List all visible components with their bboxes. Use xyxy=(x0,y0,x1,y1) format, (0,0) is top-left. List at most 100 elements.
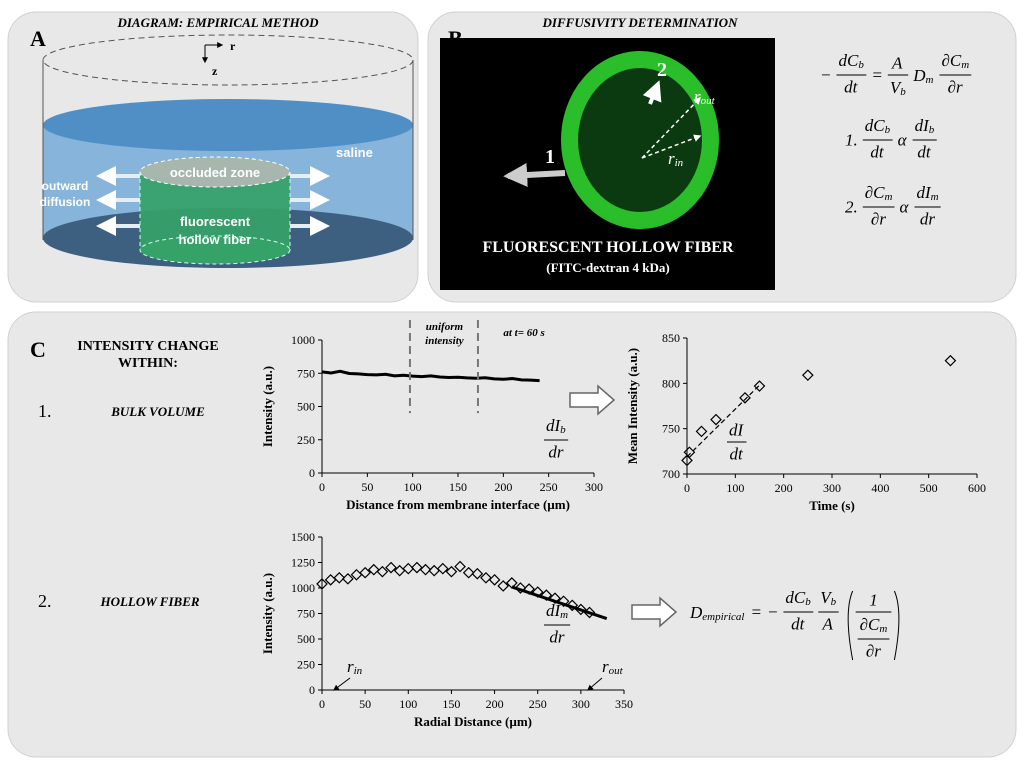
y-tick-label: 0 xyxy=(309,466,315,480)
data-point xyxy=(540,589,553,601)
y-tick-label: 750 xyxy=(662,422,680,436)
x-tick-label: 300 xyxy=(585,480,603,494)
math: dt xyxy=(844,78,859,97)
heading: WITHIN: xyxy=(118,356,178,371)
math-term: ∂Cm xyxy=(941,51,969,72)
data-point xyxy=(695,425,708,438)
x-axis-title: Distance from membrane interface (µm) xyxy=(346,497,570,512)
data-point xyxy=(710,413,722,426)
math-text: − xyxy=(820,66,831,85)
data-point xyxy=(557,595,570,608)
x-tick-label: 0 xyxy=(684,481,690,495)
y-tick-label: 800 xyxy=(662,376,680,390)
panel-letter: A xyxy=(30,26,46,51)
item-number: 1. xyxy=(38,401,52,421)
math: rin xyxy=(347,657,363,678)
math-term: dCb xyxy=(865,116,891,137)
x-tick-label: 250 xyxy=(529,697,547,711)
item-label: BULK VOLUME xyxy=(110,404,205,419)
math-text: 2. xyxy=(845,198,858,217)
y-tick-label: 850 xyxy=(662,331,680,345)
math: ∂Cm ∂r xyxy=(857,615,890,661)
math: dIm xyxy=(917,183,939,204)
x-tick-label: 200 xyxy=(494,480,512,494)
math-term: ∂Cm xyxy=(865,183,893,204)
math: AVb xyxy=(887,54,909,99)
math: ∂r xyxy=(871,210,886,229)
math: dt xyxy=(791,615,806,634)
math: dCb xyxy=(838,51,864,72)
panel-title: DIAGRAM: EMPIRICAL METHOD xyxy=(116,15,319,30)
math: ∂Cm xyxy=(865,183,893,204)
math: Vb xyxy=(890,78,906,99)
x-tick-label: 500 xyxy=(920,481,938,495)
heading: INTENSITY CHANGE xyxy=(77,339,218,354)
axis-label: z xyxy=(212,64,218,78)
math-text: dt xyxy=(730,445,745,464)
data-point xyxy=(514,582,527,594)
math: 1 ∂Cm ∂r xyxy=(847,591,900,661)
x-tick-label: 350 xyxy=(615,697,633,711)
math-term: rin xyxy=(668,149,684,170)
math: dt xyxy=(870,143,885,162)
math: dCb dt xyxy=(836,51,867,97)
math-main: r xyxy=(602,657,609,676)
math: rout xyxy=(602,657,624,678)
math-sub: m xyxy=(961,59,969,71)
math-main: D xyxy=(689,603,703,622)
math: ∂Cm xyxy=(860,615,888,636)
math-sub: b xyxy=(560,424,566,436)
math: dr xyxy=(548,443,564,462)
math: Vb xyxy=(820,588,836,609)
math: ∂Cm ∂r xyxy=(862,183,895,229)
math-sub: out xyxy=(701,95,716,107)
math-text: dr xyxy=(920,210,936,229)
math-sub: b xyxy=(858,59,864,71)
y-tick-label: 1000 xyxy=(291,581,315,595)
math: ∂r xyxy=(866,642,881,661)
math-main: D xyxy=(912,66,926,85)
data-point xyxy=(454,560,466,573)
y-axis-title: Intensity (a.u.) xyxy=(260,366,275,447)
label: hollow fiber xyxy=(179,232,252,247)
math-term: dCb xyxy=(785,588,811,609)
math-text: dt xyxy=(917,143,932,162)
label: saline xyxy=(336,145,373,160)
math: rin xyxy=(668,149,684,170)
x-tick-label: 600 xyxy=(968,481,986,495)
math-text: ∂r xyxy=(871,210,886,229)
math-text: dt xyxy=(844,78,859,97)
x-tick-label: 0 xyxy=(319,697,325,711)
math-main: V xyxy=(820,588,833,607)
item-number: 2. xyxy=(38,591,52,611)
x-tick-label: 50 xyxy=(361,480,373,494)
x-tick-label: 0 xyxy=(319,480,325,494)
math-text: α xyxy=(898,131,908,150)
math: Dm xyxy=(912,66,933,87)
caption: (FITC-dextran 4 kDa) xyxy=(546,260,670,275)
panel-letter: C xyxy=(30,337,46,362)
x-axis-title: Radial Distance (µm) xyxy=(414,714,532,729)
y-tick-label: 250 xyxy=(297,658,315,672)
math: 1 xyxy=(869,591,878,610)
math-text: dr xyxy=(549,628,565,647)
math-main: dI xyxy=(917,183,933,202)
data-point xyxy=(566,599,579,612)
math-text: A xyxy=(821,615,833,634)
x-tick-label: 100 xyxy=(726,481,744,495)
math: ∂Cm xyxy=(941,51,969,72)
math-main: dI xyxy=(546,416,562,435)
data-point xyxy=(419,563,432,576)
data-line xyxy=(321,369,540,383)
cylinder-diagram xyxy=(42,34,414,268)
data-point xyxy=(488,573,501,586)
axis-label: r xyxy=(230,39,236,53)
math: dCb dt xyxy=(783,588,814,634)
math: dIm dr xyxy=(914,183,941,229)
x-tick-label: 50 xyxy=(359,697,371,711)
annotation: at t= 60 s xyxy=(503,327,544,339)
math-main: dC xyxy=(865,116,886,135)
